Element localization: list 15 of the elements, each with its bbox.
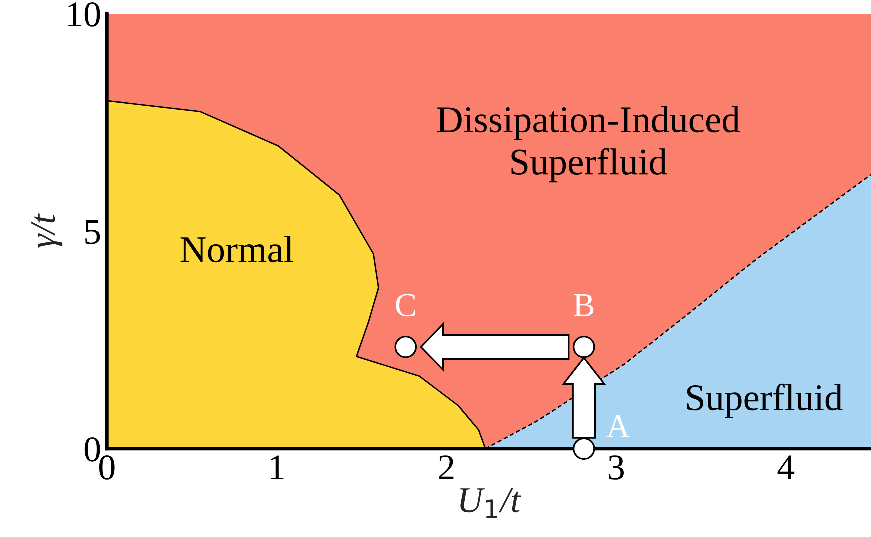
x-tick-label: 4 xyxy=(778,456,795,480)
data-label: A xyxy=(606,416,630,438)
x-axis-title: U$_{1}$/t xyxy=(460,488,522,518)
x-tick-label: 3 xyxy=(609,456,624,480)
x-tick-label: 1 xyxy=(271,456,284,480)
annotation: Normal xyxy=(180,236,294,263)
data-label: C xyxy=(396,294,416,317)
annotation: Superfluid xyxy=(687,384,843,418)
y-axis-title: γ/t xyxy=(31,214,63,248)
y-tick-label: 10 xyxy=(68,2,100,27)
x-tick-label: 2 xyxy=(439,456,454,480)
data-label: B xyxy=(574,294,594,316)
y-tick-label: 0 xyxy=(84,437,100,462)
annotation: Dissipation-Induced Superfluid xyxy=(437,106,740,183)
y-tick-label: 5 xyxy=(86,220,100,244)
